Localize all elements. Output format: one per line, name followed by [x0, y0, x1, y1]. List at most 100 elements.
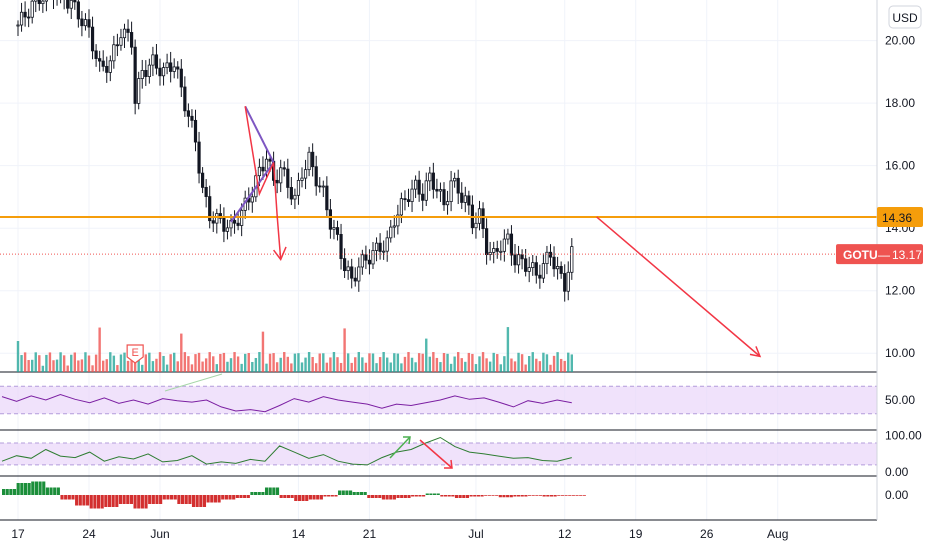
histogram-bar [348, 490, 353, 495]
candle-body [353, 277, 357, 282]
volume-bar [531, 352, 534, 372]
histogram-bar [341, 490, 345, 495]
histogram-bar [473, 495, 477, 497]
histogram-bar [148, 495, 152, 504]
histogram-bar [42, 481, 46, 495]
red-path-drawing [244, 106, 282, 260]
histogram-bar [319, 495, 323, 500]
volume-bar [212, 356, 215, 372]
volume-bar [251, 361, 254, 372]
volume-bar [542, 352, 545, 372]
histogram-bar [517, 495, 521, 497]
volume-bar [389, 362, 392, 372]
histogram-bar [239, 495, 243, 498]
histogram-bar [195, 495, 199, 507]
histogram-bar [465, 495, 470, 498]
price-axis[interactable]: USD 10.0012.0014.0016.0018.0020.0050.001… [876, 0, 932, 550]
volume-bar [453, 356, 456, 372]
volume-bar [155, 358, 158, 372]
candle-body [225, 227, 230, 232]
histogram-bar [297, 495, 302, 501]
histogram-bar [206, 495, 210, 503]
volume-bar [552, 355, 556, 372]
candle-body [293, 194, 297, 200]
green-arrow-line [389, 436, 411, 459]
candle-body [506, 233, 510, 240]
candle-body [286, 168, 290, 188]
volume-bar [382, 352, 385, 372]
histogram-bar [96, 495, 101, 509]
histogram-bar [506, 495, 510, 498]
earnings-marker-icon [126, 344, 144, 364]
candle-body [236, 222, 240, 226]
histogram-bar [531, 495, 535, 496]
volume-bar [371, 353, 375, 372]
histogram-bar [495, 495, 499, 496]
volume-bar [339, 362, 343, 372]
candle-body [140, 70, 144, 79]
histogram-bar [392, 495, 396, 500]
volume-bar [400, 363, 403, 372]
histogram-bar [411, 495, 415, 497]
candle-body [534, 262, 538, 276]
volume-bar [240, 363, 243, 372]
histogram-bar [166, 495, 170, 500]
candle-body [250, 196, 254, 203]
volume-bar [524, 364, 527, 372]
candle-body [399, 198, 404, 216]
rsi-line [1, 393, 572, 413]
candle-body [73, 0, 77, 3]
volume-bar [325, 362, 329, 372]
candle-body [545, 251, 549, 265]
histogram-bar [199, 495, 203, 507]
volume-bar [126, 360, 130, 372]
histogram-bar [458, 495, 462, 498]
histogram-bar [579, 495, 583, 496]
candle-body [403, 198, 407, 201]
volume-bar [357, 352, 360, 372]
histogram-bar [549, 495, 554, 497]
candle-body [467, 195, 471, 206]
volume-bar [559, 358, 563, 372]
histogram-bar [476, 495, 480, 497]
volume-bar [55, 359, 59, 372]
volume-bar [421, 353, 424, 372]
histogram-bar [378, 495, 382, 498]
candle-body [23, 11, 27, 18]
candle-body [527, 267, 531, 272]
candle-body [165, 62, 169, 68]
candle-body [570, 246, 574, 273]
candle-body [122, 28, 127, 39]
histogram-bar [122, 495, 126, 504]
last-price-dash: — [878, 248, 890, 262]
histogram-bar [67, 495, 71, 500]
candle-body [513, 254, 517, 266]
volume-bar [503, 356, 506, 372]
histogram-bar [575, 495, 579, 496]
time-axis[interactable]: 17 24 Jun 14 21 Jul 12 19 26 Aug [11, 527, 788, 541]
candle-body [129, 32, 134, 48]
volume-bar [261, 331, 265, 372]
candle-body [112, 44, 116, 62]
volume-bar [62, 355, 66, 372]
candle-body [197, 141, 201, 174]
histogram-bar [137, 495, 141, 509]
currency-button[interactable] [888, 5, 922, 29]
histogram-bar [16, 483, 20, 495]
candle-body [406, 199, 411, 203]
histogram-bar [564, 495, 568, 496]
volume-bar [396, 353, 400, 372]
histogram-bar [224, 495, 228, 500]
histogram-bar [422, 495, 426, 497]
histogram-bar [425, 493, 429, 495]
candle-body [325, 185, 329, 211]
candle-body [499, 250, 503, 253]
chart-drawings[interactable] [0, 105, 877, 469]
volume-bar [499, 364, 502, 372]
indicator-panels [0, 371, 932, 521]
histogram-bar [34, 481, 39, 495]
candle-body [137, 78, 141, 104]
price-labels: 14.36 GOTU —13.17 [836, 206, 923, 265]
